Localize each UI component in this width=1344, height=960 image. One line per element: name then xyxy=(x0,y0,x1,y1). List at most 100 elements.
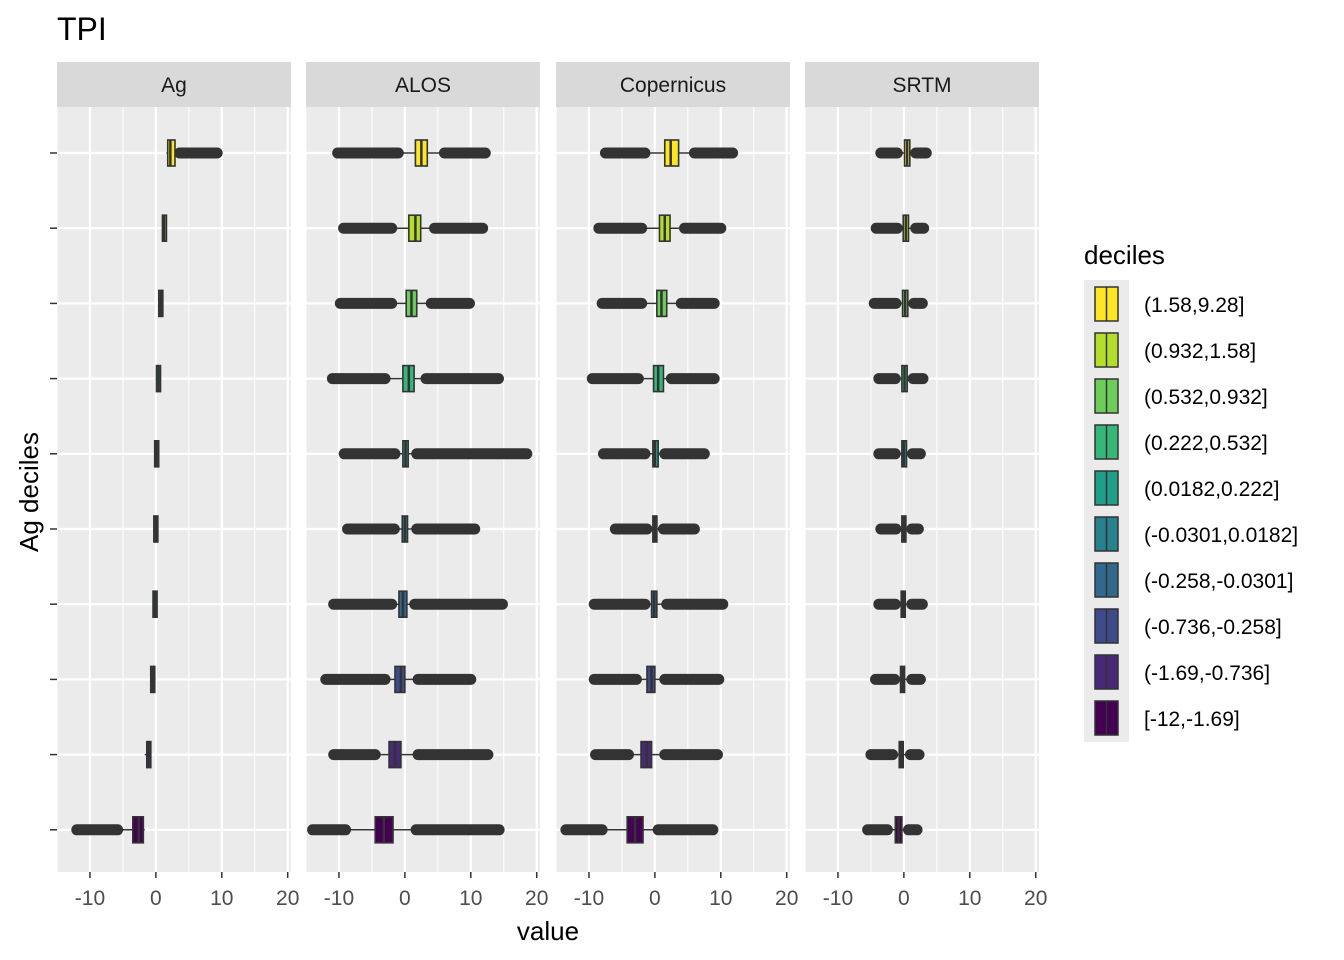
panel-copernicus: Copernicus -10 0 10 20 xyxy=(555,62,798,910)
box-copernicus-5 xyxy=(597,439,710,468)
strip-label: Copernicus xyxy=(620,74,726,97)
box-alos-9 xyxy=(328,740,494,769)
legend-label: (0.0182,0.222] xyxy=(1144,478,1279,501)
x-tick-label: 0 xyxy=(399,887,411,910)
box-ag-4 xyxy=(155,364,162,393)
box-ag-7 xyxy=(152,590,158,619)
box-copernicus-6 xyxy=(609,515,700,543)
legend-title: deciles xyxy=(1084,240,1165,270)
legend-item: [-12,-1.69] xyxy=(1094,700,1240,736)
box-copernicus-2 xyxy=(593,214,727,242)
box-alos-3 xyxy=(334,289,475,318)
box-ag-5 xyxy=(153,439,160,468)
facet-panels: Ag -10 0 10 20 ALOS -10 0 10 20 Copernicus -10 0 10 20… xyxy=(50,62,1047,910)
box-copernicus-10 xyxy=(560,815,719,844)
box-srtm-9 xyxy=(865,740,925,769)
box-copernicus-3 xyxy=(596,289,720,318)
x-tick-label: -10 xyxy=(574,887,604,910)
x-tick-label: 20 xyxy=(1024,887,1047,910)
panel-background xyxy=(306,107,540,872)
legend-item: (0.532,0.932] xyxy=(1094,378,1268,414)
strip-label: Ag xyxy=(161,74,187,97)
box-srtm-10 xyxy=(862,815,923,844)
legend: deciles (1.58,9.28] (0.932,1.58] (0.532,0.… xyxy=(1084,240,1298,742)
y-axis xyxy=(50,152,57,831)
x-tick-label: 10 xyxy=(709,887,732,910)
box-alos-6 xyxy=(342,515,481,543)
box-srtm-6 xyxy=(875,515,924,543)
x-tick-label: 10 xyxy=(958,887,981,910)
box-copernicus-9 xyxy=(590,740,723,769)
box-ag-6 xyxy=(153,515,159,543)
legend-label: (-0.0301,0.0182] xyxy=(1144,524,1298,547)
legend-label: (0.932,1.58] xyxy=(1144,340,1256,363)
legend-label: (0.532,0.932] xyxy=(1144,386,1268,409)
box-alos-7 xyxy=(328,590,508,619)
legend-label: (1.58,9.28] xyxy=(1144,294,1244,317)
box-copernicus-8 xyxy=(588,665,725,694)
legend-item: (-0.0301,0.0182] xyxy=(1094,516,1298,552)
legend-label: (0.222,0.532] xyxy=(1144,432,1268,455)
x-tick-label: -10 xyxy=(823,887,853,910)
box-srtm-1 xyxy=(875,139,932,167)
panel-ag: Ag -10 0 10 20 xyxy=(56,62,299,910)
legend-items: (1.58,9.28] (0.932,1.58] (0.532,0.932] (0.2… xyxy=(1094,286,1298,736)
panel-background xyxy=(805,107,1039,872)
x-tick-label: 10 xyxy=(210,887,233,910)
legend-item: (-1.69,-0.736] xyxy=(1094,654,1270,690)
x-tick-label: 10 xyxy=(459,887,482,910)
box-srtm-7 xyxy=(873,590,928,619)
strip-background xyxy=(805,62,1039,107)
box-copernicus-1 xyxy=(599,139,739,167)
box-alos-1 xyxy=(332,139,491,167)
box-copernicus-7 xyxy=(588,590,729,619)
box-srtm-2 xyxy=(870,214,930,242)
box-ag-10 xyxy=(71,815,145,844)
box-alos-8 xyxy=(320,665,477,694)
box-srtm-3 xyxy=(868,289,928,318)
panel-background xyxy=(556,107,790,872)
box-alos-2 xyxy=(338,214,489,242)
x-tick-label: 0 xyxy=(649,887,661,910)
strip-background xyxy=(306,62,540,107)
x-axis-title: value xyxy=(517,916,579,946)
x-tick-label: 0 xyxy=(898,887,910,910)
panel-srtm: SRTM -10 0 10 20 xyxy=(804,62,1047,910)
y-axis-title: Ag deciles xyxy=(14,432,44,552)
box-copernicus-4 xyxy=(586,364,720,393)
x-tick-label: -10 xyxy=(324,887,354,910)
box-srtm-8 xyxy=(870,665,926,694)
legend-label: (-0.736,-0.258] xyxy=(1144,616,1282,639)
box-ag-9 xyxy=(144,740,152,769)
legend-label: (-1.69,-0.736] xyxy=(1144,662,1270,685)
x-tick-label: 20 xyxy=(525,887,548,910)
x-tick-label: 20 xyxy=(276,887,299,910)
strip-background xyxy=(57,62,291,107)
x-tick-label: 0 xyxy=(150,887,162,910)
panel-background xyxy=(57,107,291,872)
legend-item: (0.0182,0.222] xyxy=(1094,470,1279,506)
panel-alos: ALOS -10 0 10 20 xyxy=(305,62,548,910)
box-ag-1 xyxy=(166,139,223,167)
box-ag-3 xyxy=(158,289,164,318)
box-ag-2 xyxy=(161,214,168,242)
legend-item: (-0.736,-0.258] xyxy=(1094,608,1282,644)
strip-label: SRTM xyxy=(892,74,951,97)
box-alos-10 xyxy=(307,815,505,844)
box-ag-8 xyxy=(149,665,156,694)
legend-item: (1.58,9.28] xyxy=(1094,286,1244,322)
legend-label: (-0.258,-0.0301] xyxy=(1144,570,1293,593)
box-srtm-5 xyxy=(873,439,926,468)
box-srtm-4 xyxy=(873,364,929,393)
legend-item: (0.222,0.532] xyxy=(1094,424,1268,460)
strip-label: ALOS xyxy=(395,74,451,97)
chart-title: TPI xyxy=(57,11,107,47)
legend-label: [-12,-1.69] xyxy=(1144,708,1240,731)
x-tick-label: -10 xyxy=(75,887,105,910)
box-alos-4 xyxy=(326,364,504,393)
box-alos-5 xyxy=(338,439,533,468)
legend-item: (0.932,1.58] xyxy=(1094,332,1256,368)
x-tick-label: 20 xyxy=(775,887,798,910)
legend-item: (-0.258,-0.0301] xyxy=(1094,562,1293,598)
